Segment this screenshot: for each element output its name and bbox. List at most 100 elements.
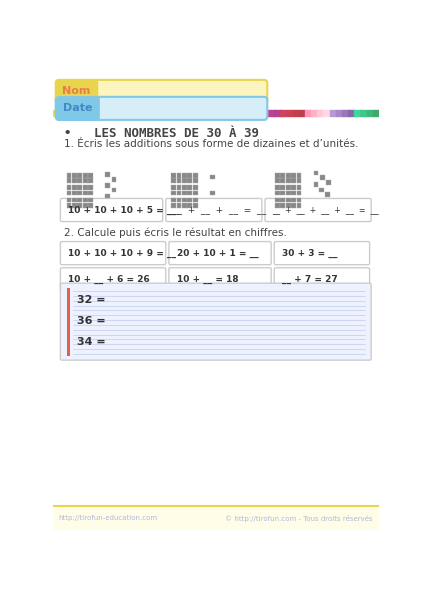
Bar bbox=[72, 191, 77, 195]
Bar bbox=[193, 186, 197, 190]
Bar bbox=[193, 203, 197, 208]
Bar bbox=[72, 178, 77, 183]
Bar bbox=[280, 198, 285, 202]
Bar bbox=[297, 203, 301, 208]
Bar bbox=[348, 110, 354, 116]
Bar bbox=[354, 110, 361, 116]
Bar bbox=[188, 110, 195, 116]
Bar bbox=[77, 198, 82, 202]
Bar bbox=[171, 178, 176, 183]
Bar bbox=[291, 203, 296, 208]
Bar bbox=[133, 110, 139, 116]
Bar bbox=[305, 110, 312, 116]
Bar bbox=[177, 191, 181, 195]
Bar bbox=[291, 191, 296, 195]
Text: 10 + 10 + 10 + 5 = __: 10 + 10 + 10 + 5 = __ bbox=[68, 205, 176, 215]
Bar bbox=[291, 198, 296, 202]
Bar bbox=[88, 203, 93, 208]
Bar bbox=[286, 191, 290, 195]
Text: 36 =: 36 = bbox=[77, 316, 105, 326]
Text: 30 + 3 = __: 30 + 3 = __ bbox=[282, 249, 337, 258]
Bar bbox=[77, 186, 82, 190]
Text: __  +  __  +  __  +  __  =  __: __ + __ + __ + __ = __ bbox=[272, 205, 378, 215]
Bar bbox=[105, 183, 110, 187]
Bar bbox=[114, 110, 121, 116]
Bar bbox=[177, 198, 181, 202]
Bar bbox=[67, 178, 71, 183]
Bar bbox=[293, 110, 299, 116]
Bar bbox=[291, 186, 296, 190]
Bar bbox=[367, 110, 373, 116]
Bar bbox=[72, 173, 77, 178]
Bar bbox=[171, 191, 176, 195]
Bar bbox=[67, 173, 71, 178]
Bar bbox=[72, 186, 77, 190]
Bar bbox=[256, 110, 262, 116]
Bar bbox=[326, 180, 331, 184]
Bar bbox=[286, 203, 290, 208]
Bar bbox=[170, 110, 176, 116]
Text: © http://tirofun.com - Tous droits réservés: © http://tirofun.com - Tous droits réser… bbox=[225, 515, 373, 521]
Bar bbox=[83, 110, 90, 116]
Bar bbox=[262, 110, 269, 116]
FancyBboxPatch shape bbox=[274, 242, 370, 265]
Bar bbox=[65, 110, 72, 116]
Text: Nom: Nom bbox=[62, 86, 91, 96]
Bar bbox=[275, 203, 280, 208]
Bar bbox=[373, 110, 379, 116]
Bar bbox=[67, 203, 71, 208]
Bar bbox=[112, 177, 116, 181]
Bar bbox=[275, 198, 280, 202]
Bar bbox=[177, 203, 181, 208]
Bar bbox=[88, 198, 93, 202]
Bar bbox=[187, 198, 192, 202]
Bar bbox=[231, 110, 238, 116]
Bar bbox=[77, 173, 82, 178]
Bar bbox=[182, 203, 187, 208]
FancyBboxPatch shape bbox=[60, 268, 166, 291]
Bar bbox=[325, 192, 330, 197]
Bar bbox=[77, 203, 82, 208]
Bar bbox=[268, 110, 274, 116]
Bar bbox=[297, 173, 301, 178]
Bar bbox=[53, 110, 59, 116]
Bar bbox=[200, 110, 207, 116]
Bar bbox=[187, 191, 192, 195]
Bar bbox=[286, 186, 290, 190]
Bar bbox=[83, 198, 88, 202]
Bar bbox=[280, 110, 287, 116]
Text: __ + 7 = 27: __ + 7 = 27 bbox=[282, 275, 338, 284]
Bar bbox=[67, 288, 70, 356]
Bar bbox=[182, 186, 187, 190]
Bar bbox=[280, 178, 285, 183]
Bar bbox=[297, 186, 301, 190]
Bar bbox=[72, 198, 77, 202]
Bar bbox=[286, 198, 290, 202]
Bar bbox=[120, 110, 127, 116]
Bar bbox=[67, 191, 71, 195]
Bar bbox=[287, 110, 293, 116]
Text: 10 + __ + 6 = 26: 10 + __ + 6 = 26 bbox=[68, 275, 150, 284]
Bar bbox=[177, 178, 181, 183]
Bar bbox=[77, 191, 82, 195]
FancyBboxPatch shape bbox=[166, 199, 262, 221]
Bar bbox=[275, 191, 280, 195]
Bar bbox=[193, 178, 197, 183]
Bar bbox=[193, 173, 197, 178]
Bar bbox=[207, 110, 213, 116]
FancyBboxPatch shape bbox=[56, 97, 267, 120]
Bar bbox=[83, 173, 88, 178]
Bar bbox=[194, 110, 201, 116]
Bar bbox=[77, 110, 84, 116]
Bar bbox=[237, 110, 244, 116]
Bar bbox=[319, 187, 324, 192]
Bar bbox=[297, 178, 301, 183]
Bar bbox=[317, 110, 324, 116]
Text: 2. Calcule puis écris le résultat en chiffres.: 2. Calcule puis écris le résultat en chi… bbox=[64, 228, 287, 238]
Bar bbox=[213, 110, 219, 116]
Text: 34 =: 34 = bbox=[77, 337, 105, 347]
Bar bbox=[187, 173, 192, 178]
Bar bbox=[177, 173, 181, 178]
Bar bbox=[96, 110, 102, 116]
Bar bbox=[280, 173, 285, 178]
